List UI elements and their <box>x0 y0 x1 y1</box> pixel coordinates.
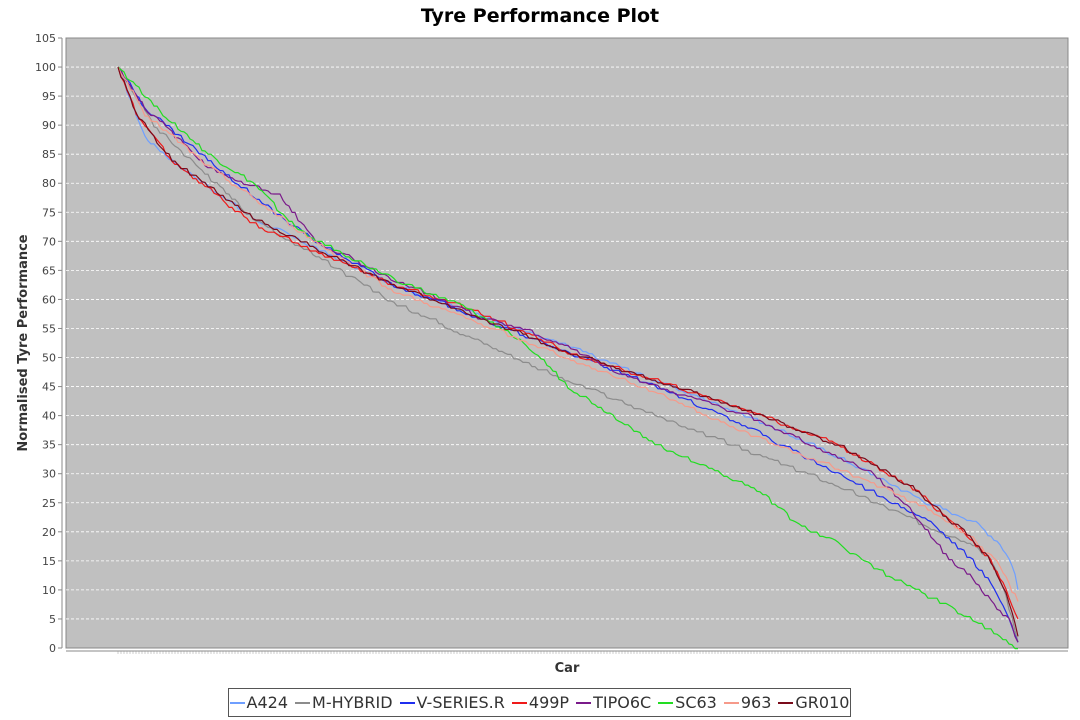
legend: A424 M-HYBRID V-SERIES.R 499P TIPO6C SC63 963 G… <box>228 688 851 717</box>
y-tick-label: 35 <box>42 439 56 452</box>
y-tick-label: 60 <box>42 293 56 306</box>
y-tick-label: 65 <box>42 264 56 277</box>
chart-title: Tyre Performance Plot <box>421 5 659 27</box>
y-tick-label: 90 <box>42 119 56 132</box>
series-line-v-series-r <box>117 66 1019 643</box>
legend-swatch <box>295 701 311 704</box>
series-line-m-hybrid <box>117 66 1019 643</box>
y-tick-label: 45 <box>42 381 56 394</box>
legend-item: A424 <box>229 693 289 712</box>
legend-label: GR010 <box>795 693 850 712</box>
y-tick-label: 20 <box>42 526 56 539</box>
legend-swatch <box>229 701 245 704</box>
legend-label: A424 <box>246 693 289 712</box>
legend-item: M-HYBRID <box>295 693 393 712</box>
legend-item: GR010 <box>778 693 849 712</box>
y-tick-label: 105 <box>35 32 56 45</box>
y-tick-label: 30 <box>42 468 56 481</box>
legend-item: 499P <box>511 693 570 712</box>
legend-label: 963 <box>740 693 772 712</box>
x-axis-label: Car <box>555 661 580 676</box>
y-tick-label: 40 <box>42 410 56 423</box>
legend-swatch <box>399 701 415 704</box>
legend-item: SC63 <box>658 693 717 712</box>
series-line-tipo6c <box>117 66 1019 643</box>
legend-swatch <box>723 701 739 704</box>
legend-swatch <box>576 701 592 704</box>
y-tick-label: 95 <box>42 90 56 103</box>
legend-label: M-HYBRID <box>312 693 393 712</box>
y-tick-label: 10 <box>42 584 56 597</box>
y-tick-label: 0 <box>49 642 56 655</box>
y-axis-label: Normalised Tyre Performance <box>16 234 31 451</box>
y-tick-label: 5 <box>49 613 56 626</box>
series-line-gr010 <box>117 66 1019 637</box>
chart-canvas: Tyre Performance Plot 0 5 10 15 20 25 30 35 40 45… <box>16 5 1069 676</box>
y-tick-label: 100 <box>35 61 56 74</box>
y-tick-label: 55 <box>42 322 56 335</box>
y-tick-label: 15 <box>42 555 56 568</box>
y-tick-label: 80 <box>42 177 56 190</box>
legend-item: 963 <box>723 693 772 712</box>
x-tick <box>117 651 1019 654</box>
legend-swatch <box>658 701 674 704</box>
y-tick-label: 70 <box>42 235 56 248</box>
y-tick-label: 25 <box>42 497 56 510</box>
series-line-sc63 <box>117 66 1018 650</box>
series-line-963 <box>117 66 1019 602</box>
series-line-499p <box>117 66 1019 620</box>
legend-label: 499P <box>528 693 570 712</box>
legend-swatch <box>511 701 527 704</box>
y-tick-label: 50 <box>42 352 56 365</box>
legend-label: SC63 <box>675 693 717 712</box>
legend-label: TIPO6C <box>593 693 652 712</box>
x-tick-marks <box>66 650 1068 654</box>
legend-item: TIPO6C <box>576 693 651 712</box>
y-tick-label: 85 <box>42 148 56 161</box>
series-lines <box>117 66 1019 650</box>
legend-item: V-SERIES.R <box>399 693 505 712</box>
legend-swatch <box>778 701 794 704</box>
grid-lines <box>66 66 1068 620</box>
legend-label: V-SERIES.R <box>416 693 505 712</box>
y-tick-label: 75 <box>42 206 56 219</box>
plot-area <box>65 37 1069 649</box>
y-axis: 0 5 10 15 20 25 30 35 40 45 50 55 60 65 70 75 80 85 90 95 10… <box>35 32 63 655</box>
